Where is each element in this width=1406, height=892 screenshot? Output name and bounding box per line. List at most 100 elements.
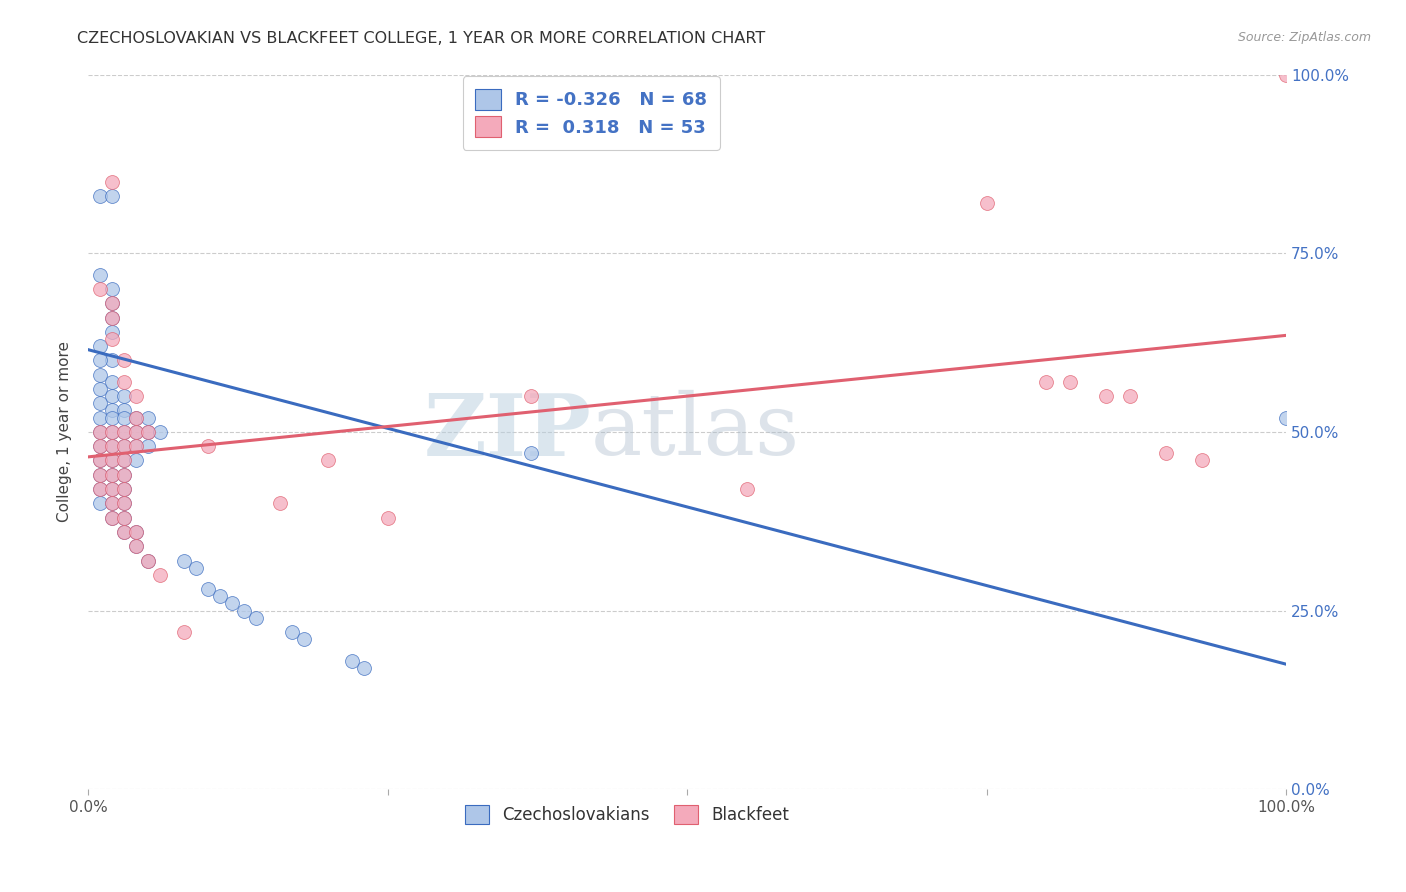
Point xyxy=(112,389,135,403)
Point xyxy=(136,439,159,453)
Point xyxy=(89,425,111,439)
Point xyxy=(125,453,148,467)
Point xyxy=(281,625,304,640)
Point xyxy=(136,425,159,439)
Point xyxy=(101,389,124,403)
Point xyxy=(112,453,135,467)
Point xyxy=(112,482,135,496)
Point xyxy=(89,339,111,353)
Point xyxy=(101,425,124,439)
Point xyxy=(232,603,254,617)
Point xyxy=(101,453,124,467)
Point xyxy=(1275,410,1298,425)
Point xyxy=(976,196,998,211)
Point xyxy=(112,524,135,539)
Point xyxy=(101,296,124,310)
Point xyxy=(125,524,148,539)
Point xyxy=(1119,389,1142,403)
Point xyxy=(112,439,135,453)
Point xyxy=(149,567,172,582)
Text: Source: ZipAtlas.com: Source: ZipAtlas.com xyxy=(1237,31,1371,45)
Point xyxy=(89,482,111,496)
Point xyxy=(112,482,135,496)
Point xyxy=(101,510,124,524)
Point xyxy=(101,282,124,296)
Point xyxy=(101,175,124,189)
Point xyxy=(89,467,111,482)
Point xyxy=(89,382,111,396)
Point xyxy=(112,453,135,467)
Point xyxy=(269,496,291,510)
Point xyxy=(112,510,135,524)
Point xyxy=(292,632,315,647)
Point xyxy=(520,389,543,403)
Point xyxy=(89,482,111,496)
Point xyxy=(197,582,219,596)
Point xyxy=(112,524,135,539)
Point xyxy=(89,425,111,439)
Point xyxy=(101,467,124,482)
Point xyxy=(353,661,375,675)
Point xyxy=(136,553,159,567)
Point xyxy=(316,453,339,467)
Point xyxy=(112,496,135,510)
Point xyxy=(173,625,195,640)
Point xyxy=(101,403,124,417)
Text: atlas: atlas xyxy=(592,391,800,474)
Point xyxy=(197,439,219,453)
Point xyxy=(125,439,148,453)
Y-axis label: College, 1 year or more: College, 1 year or more xyxy=(58,342,72,523)
Text: CZECHOSLOVAKIAN VS BLACKFEET COLLEGE, 1 YEAR OR MORE CORRELATION CHART: CZECHOSLOVAKIAN VS BLACKFEET COLLEGE, 1 … xyxy=(77,31,766,46)
Point xyxy=(112,375,135,389)
Point xyxy=(125,425,148,439)
Point xyxy=(101,439,124,453)
Point xyxy=(101,425,124,439)
Point xyxy=(101,439,124,453)
Point xyxy=(208,589,231,603)
Text: ZIP: ZIP xyxy=(423,390,592,474)
Point xyxy=(89,189,111,203)
Point xyxy=(136,425,159,439)
Point xyxy=(89,453,111,467)
Point xyxy=(112,467,135,482)
Point xyxy=(1191,453,1213,467)
Point xyxy=(101,482,124,496)
Point xyxy=(101,353,124,368)
Point xyxy=(136,553,159,567)
Point xyxy=(125,389,148,403)
Point xyxy=(340,654,363,668)
Point xyxy=(1095,389,1118,403)
Point xyxy=(112,496,135,510)
Point xyxy=(735,482,758,496)
Point xyxy=(101,189,124,203)
Point xyxy=(101,496,124,510)
Point xyxy=(125,539,148,553)
Point xyxy=(125,439,148,453)
Point xyxy=(245,610,267,624)
Point xyxy=(377,510,399,524)
Point xyxy=(101,410,124,425)
Point xyxy=(112,353,135,368)
Point xyxy=(112,439,135,453)
Point xyxy=(112,510,135,524)
Point xyxy=(125,425,148,439)
Point xyxy=(112,403,135,417)
Point xyxy=(101,453,124,467)
Point xyxy=(149,425,172,439)
Point xyxy=(89,496,111,510)
Point xyxy=(520,446,543,460)
Point xyxy=(101,496,124,510)
Point xyxy=(184,560,207,574)
Point xyxy=(112,425,135,439)
Point xyxy=(101,510,124,524)
Point xyxy=(89,453,111,467)
Point xyxy=(1154,446,1177,460)
Point xyxy=(89,268,111,282)
Point xyxy=(101,310,124,325)
Point xyxy=(101,375,124,389)
Point xyxy=(89,467,111,482)
Point xyxy=(173,553,195,567)
Point xyxy=(221,596,243,610)
Point xyxy=(125,524,148,539)
Point xyxy=(101,332,124,346)
